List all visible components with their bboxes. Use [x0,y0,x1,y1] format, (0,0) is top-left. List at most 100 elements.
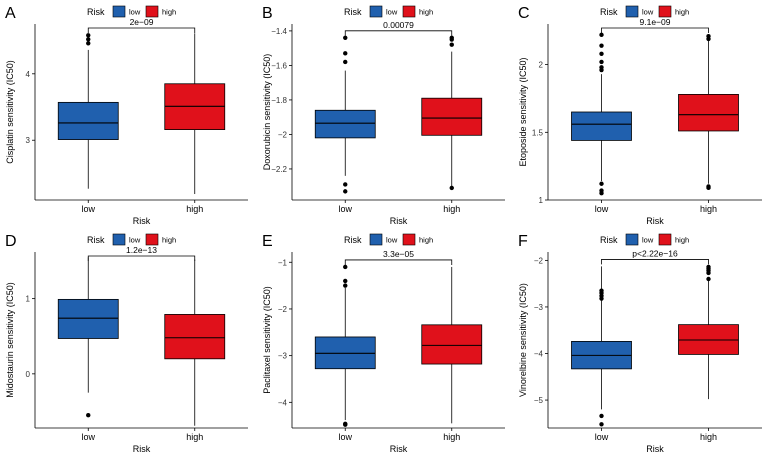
legend-label-high: high [162,8,176,17]
x-tick-label-low: low [595,204,609,214]
legend-key-low [625,5,639,18]
x-tick-label-low: low [81,204,95,214]
panel-b: B Risk low high Doxorubicin sensitivity … [262,5,505,226]
x-axis-title: Risk [133,444,151,454]
significance-bracket [344,259,453,265]
panel-a: A Risk low high Cisplatin sensitivity (I… [5,5,248,226]
outlier-point-low [86,413,91,418]
x-tick-label-low: low [338,432,352,442]
legend: Risk low high [87,233,176,246]
y-axis-title: Doxorubicin sensitivity (IC50) [262,54,272,171]
outlier-point-high [449,42,454,47]
p-value-label: 2e−09 [130,17,154,27]
y-tick-label: −3 [278,352,288,361]
outlier-point-low [599,59,604,65]
y-tick-label: −1.4 [271,27,287,36]
legend-label-high: high [675,236,689,245]
outlier-point-high [706,276,711,282]
panel-label: E [262,233,273,250]
legend-key-high [402,5,416,18]
x-tick-label-low: low [595,432,609,442]
y-axis-title: Cisplatin sensitivity (IC50) [5,60,15,164]
p-value-label: 3.3e−05 [383,249,414,259]
y-tick-label: 1 [26,295,31,304]
x-tick-label-high: high [700,432,717,442]
x-axis-title: Risk [646,216,664,226]
box-high [421,324,483,365]
panel-label: D [5,233,17,250]
x-axis-title: Risk [133,216,151,226]
outlier-point-low [599,51,604,56]
outlier-point-low [86,33,91,38]
significance-bracket [87,255,196,261]
panel-c: C Risk low high Etoposide sensitivity (I… [518,5,762,226]
outlier-point-low [86,37,91,42]
box-low [314,109,376,139]
legend-label-high: high [419,8,433,17]
legend-key-low [112,5,126,18]
x-tick-label-low: low [338,204,352,214]
legend-key-high [658,233,672,246]
outlier-point-high [449,35,454,41]
outlier-point-low [599,181,604,186]
legend: Risk low high [600,5,689,18]
outlier-point-low [599,32,604,38]
legend-key-low [112,233,126,246]
legend-key-low [625,233,639,246]
y-axis-title: Midostaurin sensitivity (IC50) [5,282,15,398]
panel-e: E Risk low high Paclitaxel sensitivity (… [262,233,505,454]
legend-label-low: low [386,8,398,17]
legend-title: Risk [600,235,618,245]
x-tick-label-low: low [81,432,95,442]
legend: Risk low high [344,233,433,246]
outlier-point-high [706,33,711,39]
panel-d: D Risk low high Midostaurin sensitivity … [5,233,248,454]
y-tick-label: 3 [26,136,31,145]
legend-label-low: low [642,236,654,245]
outlier-point-low [599,65,604,70]
legend-key-low [369,5,383,18]
box-high [421,97,483,136]
x-tick-label-high: high [186,204,203,214]
y-tick-label: −4 [278,398,288,407]
outlier-point-low [343,264,348,270]
y-axis-title: Vinorelbine sensitivity (IC50) [518,283,528,397]
legend-key-high [145,5,159,18]
legend-label-low: low [642,8,654,17]
legend-label-high: high [419,236,433,245]
legend-key-high [658,5,672,18]
legend-label-high: high [162,236,176,245]
outlier-point-low [343,59,348,65]
legend: Risk low high [600,233,689,246]
legend-key-low [369,233,383,246]
box-high [164,314,226,360]
panel-label: C [518,5,530,22]
outlier-point-low [343,35,348,41]
legend-key-high [145,233,159,246]
y-tick-label: −2.2 [271,165,287,174]
outlier-point-low [599,413,604,419]
outlier-point-low [599,422,604,427]
legend-title: Risk [87,235,105,245]
outlier-point-low [343,182,348,187]
x-axis-title: Risk [646,444,664,454]
y-tick-label: −4 [534,350,544,359]
x-tick-label-high: high [700,204,717,214]
outlier-point-high [449,185,454,191]
outlier-point-low [599,296,604,301]
y-tick-label: 1.5 [532,128,544,137]
legend: Risk low high [344,5,433,18]
y-tick-label: −1.6 [271,61,287,70]
legend-label-low: low [386,236,398,245]
outlier-point-high [706,270,711,276]
outlier-point-low [599,43,604,48]
legend-title: Risk [600,7,618,17]
outlier-point-high [706,184,711,189]
panel-label: B [262,5,273,22]
box-high [678,94,739,132]
legend-title: Risk [344,235,362,245]
legend: Risk low high [87,5,176,18]
legend-label-high: high [675,8,689,17]
outlier-point-low [343,283,348,288]
